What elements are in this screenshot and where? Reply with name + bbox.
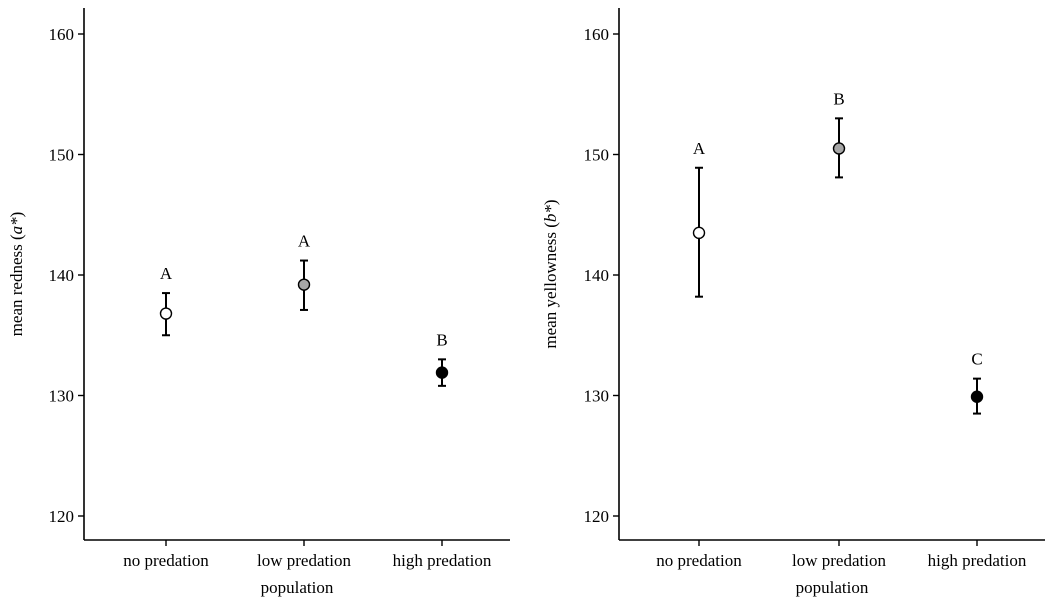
chart-panel-2: 120 130 140 150 160 no predation low predation… <box>541 8 1045 597</box>
y-axis-title: mean yellowness (b*) <box>541 199 560 348</box>
y-tick-label: 140 <box>49 266 75 285</box>
x-tick-label: high predation <box>928 551 1027 570</box>
significance-letter: A <box>693 139 706 158</box>
y-tick-label: 150 <box>49 146 75 165</box>
y-tick-label: 130 <box>584 387 610 406</box>
y-tick-label: 160 <box>49 25 75 44</box>
y-tick-label: 120 <box>584 507 610 526</box>
x-axis-title: population <box>261 578 334 597</box>
mean-point <box>692 226 706 240</box>
y-tick-label: 140 <box>584 266 610 285</box>
mean-point <box>159 307 173 320</box>
y-tick-label: 130 <box>49 387 75 406</box>
significance-letter: A <box>298 232 311 251</box>
significance-letter: B <box>833 89 844 108</box>
y-tick-label: 160 <box>584 25 610 44</box>
y-axis-title: mean redness (a*) <box>7 212 26 337</box>
x-axis-title: population <box>796 578 869 597</box>
chart-panel-1: 120 130 140 150 160 no predation low predation… <box>7 8 510 597</box>
x-tick-label: no predation <box>123 551 209 570</box>
significance-letter: B <box>436 330 447 349</box>
mean-point <box>297 278 311 291</box>
x-tick-label: high predation <box>393 551 492 570</box>
mean-point <box>970 390 984 403</box>
mean-point <box>832 142 846 155</box>
significance-letter: C <box>971 350 982 369</box>
x-tick-label: low predation <box>257 551 351 570</box>
y-tick-label: 120 <box>49 507 75 526</box>
x-tick-label: no predation <box>656 551 742 570</box>
significance-letter: A <box>160 264 173 283</box>
mean-point <box>435 366 449 379</box>
y-tick-label: 150 <box>584 146 610 165</box>
x-tick-label: low predation <box>792 551 886 570</box>
